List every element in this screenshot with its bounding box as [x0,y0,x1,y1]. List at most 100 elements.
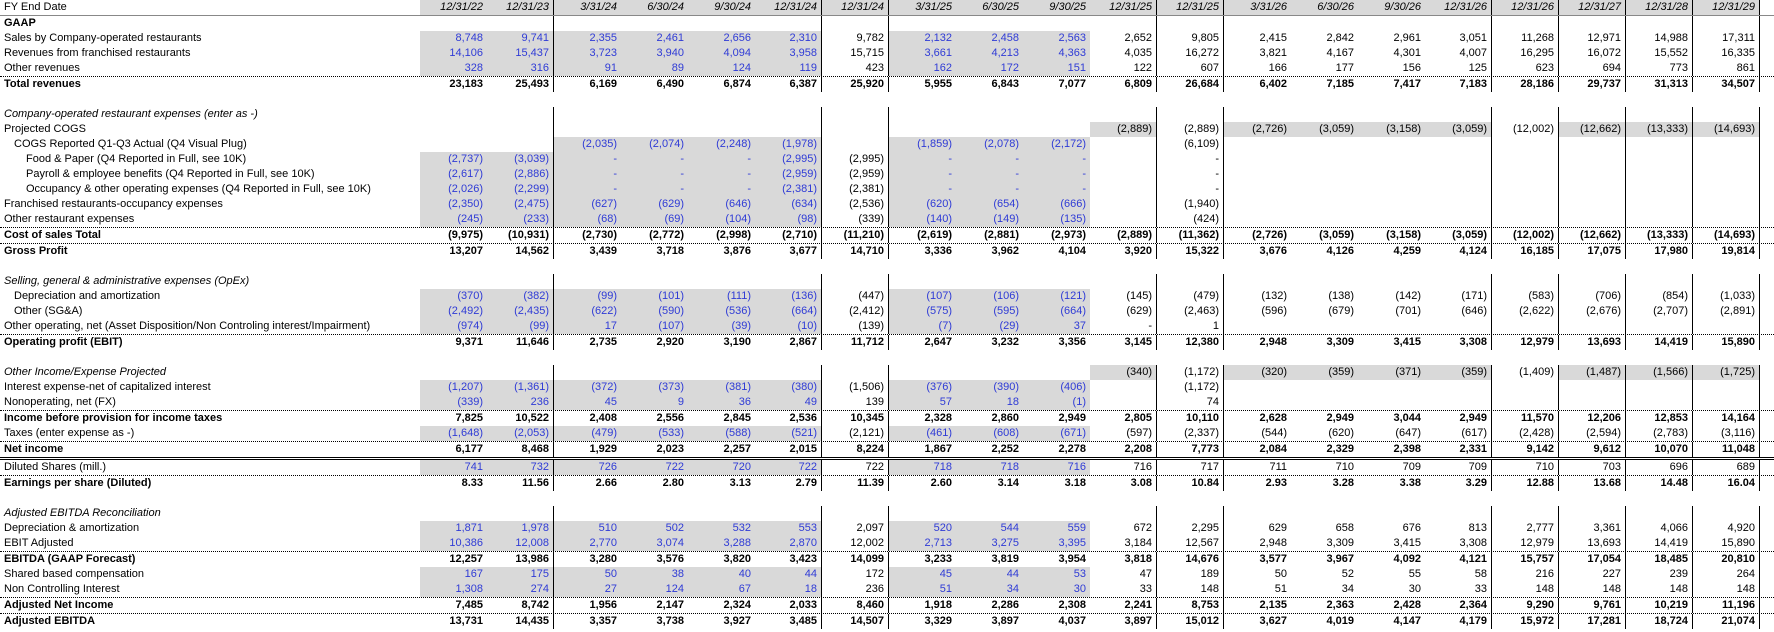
value-cell [1090,395,1157,410]
value-cell: 1,871 [420,521,487,536]
table-row: Cost of sales Total (9,975) (10,931) (2,730… [0,227,1774,243]
value-cell: (2,707) [1626,304,1693,319]
value-cell: - [956,182,1023,197]
empty-cell [755,16,822,31]
row-label: Operating profit (EBIT) [4,336,123,348]
value-cell: 3,415 [1393,336,1421,348]
value-cell: 14,507 [822,614,889,629]
empty-cell [1626,107,1693,122]
value-cell: - [554,152,621,167]
value-cell: 861 [1693,61,1760,76]
table-row: Other Income/Expense Projected (340) (1,17… [0,365,1774,380]
value-cell: 14,435 [487,614,554,629]
table-row: Selling, general & administrative expens… [0,274,1774,289]
table-row: COGS Reported Q1-Q3 Actual (Q4 Visual Pl… [0,137,1774,152]
table-row: Sales by Company-operated restaurants 8,7… [0,31,1774,46]
spacer-row [0,259,1774,274]
value-cell: 151 [1023,61,1090,76]
value-cell: (479) [554,426,621,441]
value-cell: - [621,152,688,167]
value-cell: 672 [1090,521,1157,536]
empty-cell [1559,274,1626,289]
value-cell: 3.38 [1399,477,1421,489]
value-cell: 7,417 [1393,78,1421,90]
value-cell: 2,842 [1326,32,1354,44]
value-cell [1358,167,1425,182]
value-cell: (10,931) [487,228,554,243]
date-header: 6/30/26 [1291,0,1358,15]
value-cell: (6,109) [1157,137,1224,152]
value-cell: 13.68 [1559,476,1626,491]
value-cell: 7,185 [1326,78,1354,90]
value-cell: 2,023 [656,443,684,455]
table-row: EBIT Adjusted 10,386 12,008 2,770 3,074 3,288… [0,536,1774,551]
empty-cell [822,107,889,122]
value-cell: 34 [956,582,1023,597]
value-cell: 2,949 [1425,411,1492,426]
value-cell: (608) [956,426,1023,441]
value-cell [1090,212,1157,227]
empty-cell [956,16,1023,31]
empty-cell [688,107,755,122]
empty-cell [889,107,956,122]
value-cell: 813 [1425,521,1492,536]
value-cell [1425,319,1492,334]
date-header: 9/30/25 [1023,0,1090,15]
value-cell: (13,333) [1626,228,1693,243]
value-cell: 11,048 [1693,442,1760,457]
value-cell: 3,361 [1559,521,1626,536]
value-cell: 710 [1492,460,1559,475]
value-cell: (583) [1492,289,1559,304]
value-cell: 718 [889,460,956,475]
value-cell: (245) [420,212,487,227]
value-cell: 6,177 [455,443,483,455]
value-cell: (2,995) [755,152,822,167]
value-cell: 4,019 [1326,615,1354,627]
value-cell: 4,126 [1326,245,1354,257]
value-cell: 2,628 [1259,412,1287,424]
value-cell: (2,026) [420,182,487,197]
value-cell: 3,920 [1090,244,1157,259]
value-cell: 236 [487,395,554,410]
value-cell: (629) [1090,304,1157,319]
date-header: 9/30/24 [688,0,755,15]
row-label: Income before provision for income taxes [4,412,223,424]
value-cell: 3,308 [1425,335,1492,350]
empty-cell [1090,274,1157,289]
row-label: Projected COGS [4,123,86,135]
value-cell: (3,116) [1693,426,1760,441]
empty-cell [621,16,688,31]
table-row: Depreciation and amortization (370) (382)(… [0,289,1774,304]
value-cell: (340) [1090,365,1157,380]
value-cell: 3,954 [1058,553,1086,565]
value-cell: 16,072 [1559,46,1626,61]
value-cell: (2,891) [1693,304,1760,319]
value-cell: (371) [1358,365,1425,380]
value-cell: 58 [1425,567,1492,582]
value-cell: 3,336 [924,245,952,257]
empty-cell [956,107,1023,122]
empty-cell [1157,274,1224,289]
value-cell [1626,197,1693,212]
value-cell: 216 [1492,567,1559,582]
value-cell: - [1157,182,1224,197]
value-cell: 502 [621,521,688,536]
value-cell [1090,137,1157,152]
value-cell: 2,770 [554,536,621,551]
date-header: 12/31/26 [1425,0,1492,15]
value-cell: 676 [1402,522,1421,534]
value-cell: (3,158) [1386,229,1421,241]
value-cell: 31,313 [1626,77,1693,92]
value-cell: 20,810 [1693,552,1760,567]
value-cell: 8,748 [420,31,487,46]
value-cell: - [1157,167,1224,182]
value-cell [1090,197,1157,212]
value-cell: (99) [554,289,621,304]
value-cell: (104) [688,212,755,227]
value-cell: 716 [1023,460,1090,475]
empty-cell [688,274,755,289]
value-cell: 3,275 [956,536,1023,551]
value-cell [1559,380,1626,395]
value-cell: 15,757 [1492,552,1559,567]
value-cell [487,365,554,380]
